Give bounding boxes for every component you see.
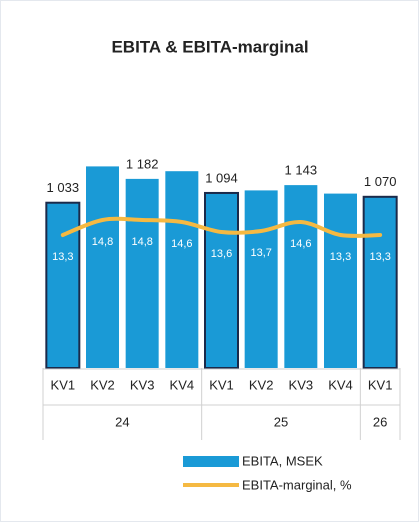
x-tick-label: KV1	[209, 377, 234, 392]
bar	[362, 195, 398, 369]
bar	[284, 185, 318, 368]
x-tick-label: KV4	[328, 377, 353, 392]
x-tick-label: KV2	[249, 377, 274, 392]
group-label: 24	[115, 414, 129, 429]
group-label: 26	[373, 414, 387, 429]
bar	[204, 191, 239, 369]
x-tick-label: KV2	[90, 377, 115, 392]
bar	[125, 178, 159, 368]
group-label: 25	[274, 414, 288, 429]
x-tick-label: KV1	[368, 377, 393, 392]
line-value-label: 13,3	[52, 251, 73, 263]
line-value-label: 13,6	[211, 248, 232, 260]
legend-swatch	[183, 456, 239, 467]
line-value-label: 13,7	[250, 247, 271, 259]
legend-label: EBITA-marginal, %	[242, 477, 352, 492]
x-tick-label: KV3	[130, 377, 155, 392]
bar	[45, 201, 81, 369]
bar-value-label: 1 182	[126, 156, 159, 171]
bar-value-label: 1 143	[285, 163, 318, 178]
margin-line	[60, 216, 383, 238]
line-value-label: 13,3	[330, 251, 351, 263]
legend-label: EBITA, MSEK	[242, 453, 323, 468]
bar-value-label: 1 094	[205, 170, 238, 185]
bar	[86, 166, 119, 368]
line-value-label: 14,8	[92, 236, 113, 248]
bar	[165, 171, 199, 368]
x-tick-label: KV1	[51, 377, 76, 392]
line-value-label: 13,3	[369, 251, 390, 263]
line-value-label: 14,8	[131, 236, 152, 248]
line-value-label: 14,6	[171, 238, 192, 250]
x-tick-label: KV4	[170, 377, 195, 392]
bar-value-label: 1 070	[364, 174, 397, 189]
bar-value-label: 1 033	[47, 180, 80, 195]
x-tick-label: KV3	[289, 377, 314, 392]
bar	[324, 193, 357, 368]
chart-title: EBITA & EBITA-marginal	[111, 37, 308, 56]
line-value-label: 14,6	[290, 238, 311, 250]
bar	[244, 190, 278, 368]
